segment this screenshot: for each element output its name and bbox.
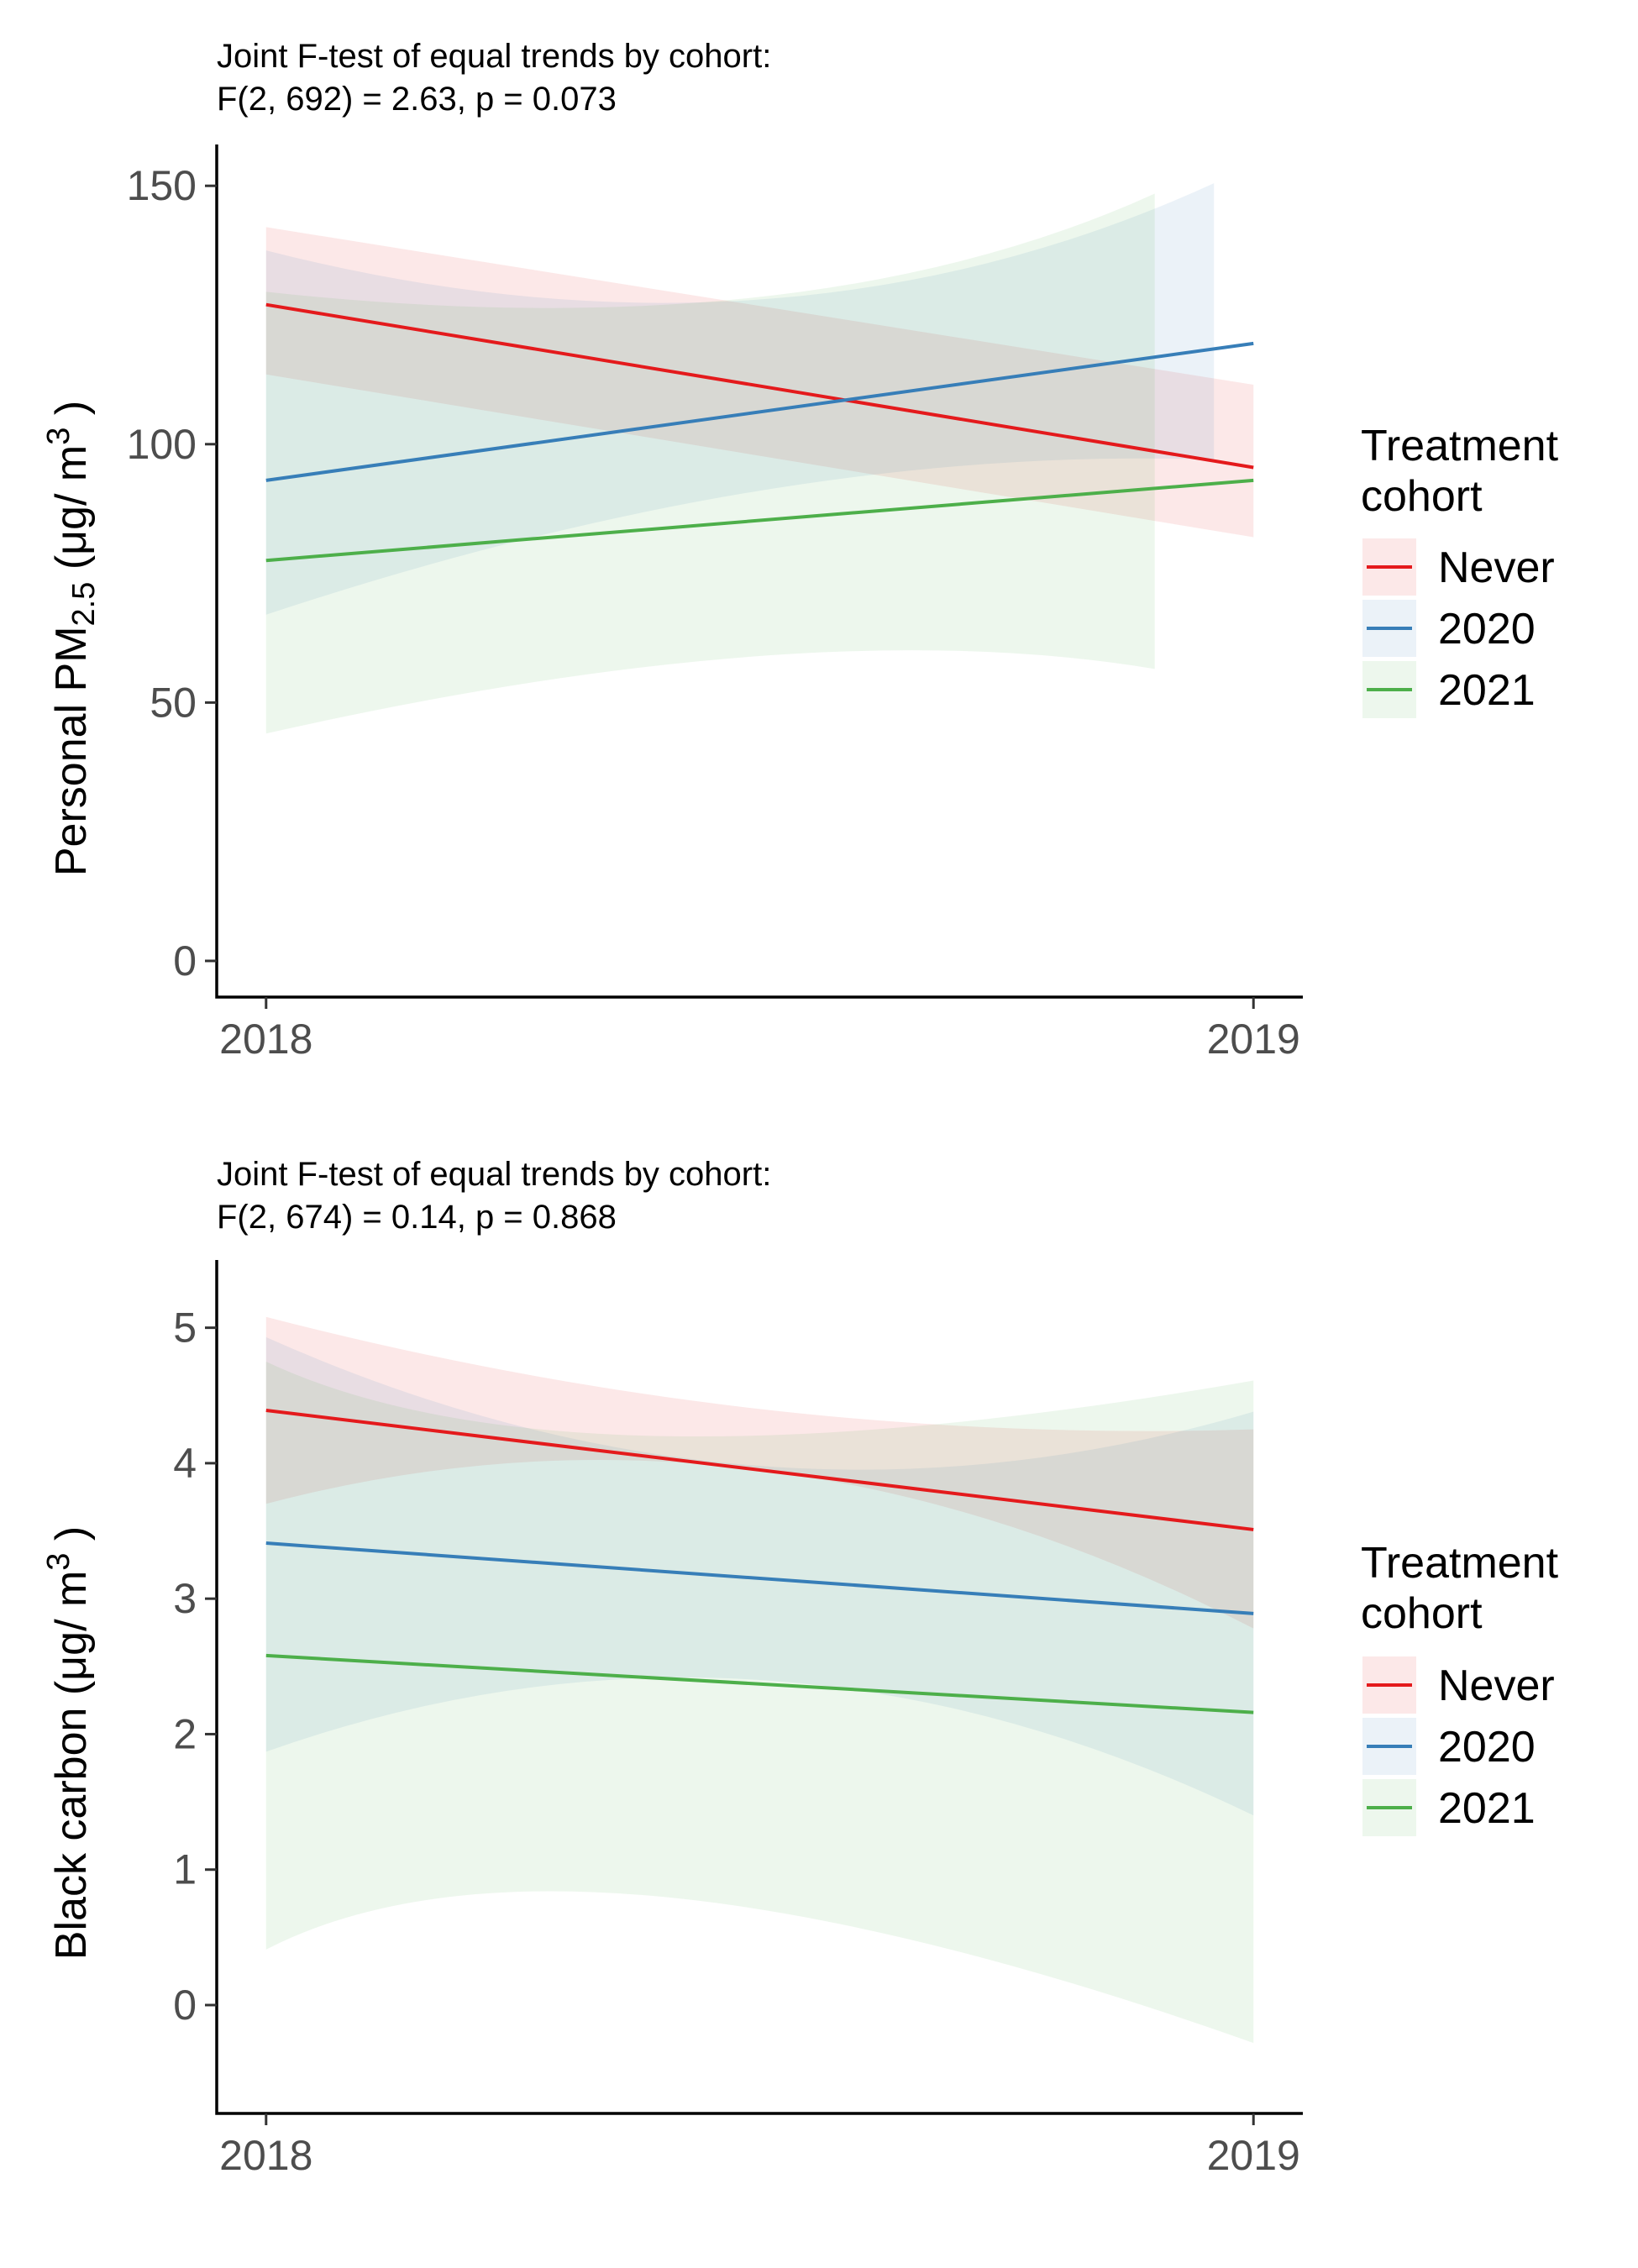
panel2-axes bbox=[215, 1260, 1303, 2115]
y-tick-label: 5 bbox=[173, 1305, 197, 1352]
panel1-axes bbox=[215, 144, 1303, 999]
legend-label: Never bbox=[1438, 1662, 1555, 1710]
y-tick-label: 1 bbox=[173, 1846, 197, 1893]
panel2-y-axis-label: Black carbon (μg/ m3 ) bbox=[41, 1526, 96, 1960]
panel2-trend-lines bbox=[265, 1409, 1254, 1714]
confidence-band-2020 bbox=[265, 183, 1215, 615]
trend-line-never bbox=[265, 302, 1254, 470]
panel1-x-ticks: 2018 2019 bbox=[219, 997, 1300, 1063]
panel2-legend-title-line2: cohort bbox=[1361, 1589, 1483, 1638]
panel2-y-ticks: 0 1 2 3 4 5 bbox=[173, 1305, 217, 2029]
panel2-legend: Treatment cohort Never 2020 2021 bbox=[1361, 1539, 1559, 1836]
panel1-subtitle-line1: Joint F-test of equal trends by cohort: bbox=[217, 38, 771, 75]
trend-line-2021 bbox=[265, 478, 1254, 563]
x-tick-label: 2018 bbox=[219, 1016, 312, 1063]
legend-label: 2021 bbox=[1438, 1784, 1536, 1833]
y-tick-label: 0 bbox=[173, 937, 197, 984]
panel1-subtitle-line2: F(2, 692) = 2.63, p = 0.073 bbox=[217, 81, 617, 118]
panel1-legend-title-line2: cohort bbox=[1361, 472, 1483, 521]
x-tick-label: 2019 bbox=[1207, 2132, 1300, 2179]
y-tick-label: 100 bbox=[127, 421, 197, 468]
confidence-band-2021 bbox=[265, 193, 1155, 734]
panel1-legend-title-line1: Treatment bbox=[1361, 422, 1559, 470]
legend-label: 2020 bbox=[1438, 605, 1536, 654]
trend-line-2020 bbox=[265, 1541, 1254, 1615]
legend-label: 2021 bbox=[1438, 666, 1536, 715]
confidence-band-2020 bbox=[265, 1336, 1254, 1816]
y-tick-label: 3 bbox=[173, 1575, 197, 1622]
y-tick-label: 2 bbox=[173, 1710, 197, 1757]
y-tick-label: 150 bbox=[127, 162, 197, 209]
legend-item-never: Never bbox=[1362, 1656, 1555, 1714]
confidence-band-2021 bbox=[265, 1361, 1254, 2044]
legend-item-2021: 2021 bbox=[1362, 1779, 1536, 1836]
panel-black-carbon: Joint F-test of equal trends by cohort: … bbox=[41, 1156, 1559, 2179]
panel2-legend-title-line1: Treatment bbox=[1361, 1539, 1559, 1588]
x-tick-label: 2019 bbox=[1207, 1016, 1300, 1063]
panel2-x-ticks: 2018 2019 bbox=[219, 2113, 1300, 2179]
legend-item-2020: 2020 bbox=[1362, 600, 1536, 657]
panel1-y-ticks: 0 50 100 150 bbox=[127, 162, 217, 984]
legend-label: Never bbox=[1438, 543, 1555, 592]
panel1-legend: Treatment cohort Never 2020 2021 bbox=[1361, 422, 1559, 718]
panel-pm25: Joint F-test of equal trends by cohort: … bbox=[41, 38, 1559, 1063]
panel1-trend-lines bbox=[265, 302, 1254, 563]
legend-label: 2020 bbox=[1438, 1723, 1536, 1772]
confidence-band-never bbox=[265, 227, 1254, 538]
legend-item-2021: 2021 bbox=[1362, 661, 1536, 718]
panel1-confidence-bands bbox=[265, 183, 1254, 734]
panel2-confidence-bands bbox=[265, 1316, 1254, 2044]
y-tick-label: 4 bbox=[173, 1440, 197, 1487]
legend-item-2020: 2020 bbox=[1362, 1718, 1536, 1775]
trend-line-never bbox=[265, 1409, 1254, 1531]
panel2-subtitle-line2: F(2, 674) = 0.14, p = 0.868 bbox=[217, 1199, 617, 1236]
confidence-band-never bbox=[265, 1316, 1254, 1629]
panel1-y-axis-label: Personal PM2.5 (μg/ m3 ) bbox=[41, 401, 102, 876]
panel2-subtitle-line1: Joint F-test of equal trends by cohort: bbox=[217, 1156, 771, 1193]
trend-line-2020 bbox=[265, 341, 1254, 482]
y-tick-label: 50 bbox=[150, 679, 197, 726]
x-tick-label: 2018 bbox=[219, 2132, 312, 2179]
y-tick-label: 0 bbox=[173, 1982, 197, 2029]
legend-item-never: Never bbox=[1362, 538, 1555, 596]
trend-line-2021 bbox=[265, 1653, 1254, 1714]
